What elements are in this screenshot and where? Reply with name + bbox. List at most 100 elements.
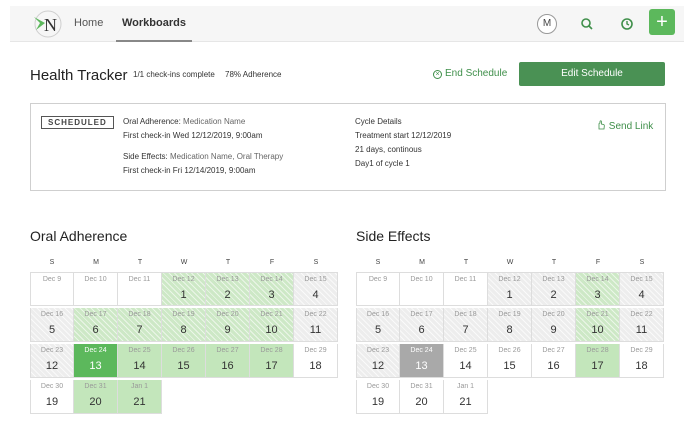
cycle-day-number: 8 [180,324,187,336]
day-date-label: Dec 17 [84,311,107,318]
day-date-label: Dec 17 [410,311,433,318]
oral-calendar-day[interactable]: Dec 24 13 [74,344,118,378]
oral-calendar-day[interactable]: Dec 26 15 [162,344,206,378]
side-calendar-day[interactable]: Dec 15 4 [620,272,664,306]
side-calendar-day[interactable]: Dec 22 11 [620,308,664,342]
cycle-day-number: 17 [265,360,278,372]
cycle-day-number: 18 [635,360,648,372]
close-circle-icon: × [433,70,442,79]
side-calendar-day[interactable]: Dec 12 1 [488,272,532,306]
send-link-label: Send Link [608,121,654,132]
add-button[interactable]: + [649,9,675,35]
side-weekday-label: F [595,259,601,266]
day-date-label: Dec 14 [586,276,609,283]
cycle-day-number: 5 [374,324,382,336]
day-date-label: Dec 24 [410,347,433,354]
day-date-label: Dec 28 [586,347,609,354]
side-calendar-day[interactable]: Dec 26 15 [488,344,532,378]
side-calendar-day[interactable]: Dec 13 2 [532,272,576,306]
oral-calendar-day[interactable]: Dec 30 19 [30,380,74,414]
cycle-day-number: 21 [459,396,472,408]
oral-calendar-day[interactable]: Dec 31 20 [74,380,118,414]
app-logo-icon[interactable]: N [32,9,62,39]
day-date-label: Dec 18 [454,311,477,318]
day-date-label: Jan 1 [456,383,475,390]
oral-calendar-day[interactable]: Dec 20 9 [206,308,250,342]
send-link[interactable]: Send Link [596,120,653,132]
cycle-day-number: 20 [89,396,102,408]
side-calendar-day[interactable]: Dec 27 16 [532,344,576,378]
side-calendar-day[interactable]: Dec 29 18 [620,344,664,378]
oral-calendar-day[interactable]: Jan 1 21 [118,380,162,414]
adherence-status: 78% Adherence [225,70,282,79]
side-calendar-day[interactable]: Dec 21 10 [576,308,620,342]
oral-calendar-day[interactable]: Dec 19 8 [162,308,206,342]
oral-calendar-day[interactable]: Dec 23 12 [30,344,74,378]
cycle-title: Cycle Details [355,117,402,126]
nav-home[interactable]: Home [74,17,104,29]
day-date-label: Dec 25 [454,347,477,354]
day-date-label: Dec 12 [172,276,195,283]
day-date-label: Dec 21 [260,311,283,318]
oral-calendar-day[interactable]: Dec 14 3 [250,272,294,306]
day-date-label: Dec 13 [542,276,565,283]
oral-weekday-label: F [269,259,275,266]
day-date-label: Dec 13 [216,276,239,283]
side-calendar-day[interactable]: Dec 16 5 [356,308,400,342]
clock-icon[interactable] [618,15,636,33]
day-date-label: Dec 23 [40,347,64,354]
side-label: Side Effects: [123,152,168,161]
cycle-day-number: 9 [224,324,231,336]
oral-calendar-day[interactable]: Dec 15 4 [294,272,338,306]
search-icon[interactable] [578,15,596,33]
cycle-day-number: 21 [133,396,146,408]
side-calendar-day[interactable]: Dec 20 9 [532,308,576,342]
oral-calendar-day[interactable]: Dec 18 7 [118,308,162,342]
day-date-label: Dec 11 [454,276,477,283]
day-date-label: Dec 21 [586,311,609,318]
end-schedule-link[interactable]: × End Schedule [433,68,507,79]
side-calendar-day[interactable]: Dec 14 3 [576,272,620,306]
side-calendar-day[interactable]: Dec 25 14 [444,344,488,378]
oral-calendar-day[interactable]: Dec 28 17 [250,344,294,378]
oral-weekday-label: S [313,259,319,266]
cycle-day-number: 15 [503,360,516,372]
avatar[interactable]: M [537,14,557,34]
edit-schedule-button[interactable]: Edit Schedule [519,62,665,86]
side-calendar-day[interactable]: Dec 24 13 [400,344,444,378]
side-calendar-day[interactable]: Dec 17 6 [400,308,444,342]
oral-calendar-day[interactable]: Dec 13 2 [206,272,250,306]
cycle-day-number: 16 [221,360,234,372]
side-calendar-day[interactable]: Dec 31 20 [400,380,444,414]
oral-calendar-day[interactable]: Dec 22 11 [294,308,338,342]
oral-calendar-day[interactable]: Dec 21 10 [250,308,294,342]
side-calendar-day[interactable]: Dec 30 19 [356,380,400,414]
side-calendar-day[interactable]: Dec 28 17 [576,344,620,378]
side-calendar-day[interactable]: Jan 1 21 [444,380,488,414]
side-calendar-day[interactable]: Dec 19 8 [488,308,532,342]
oral-calendar-day[interactable]: Dec 25 14 [118,344,162,378]
day-date-label: Dec 29 [304,347,327,354]
day-date-label: Dec 28 [260,347,283,354]
hand-pointer-icon [598,120,605,130]
day-date-label: Dec 18 [128,311,151,318]
oral-calendar-day: Dec 9 [30,272,74,306]
oral-calendar-day[interactable]: Dec 29 18 [294,344,338,378]
side-calendar-day: Dec 9 [356,272,400,306]
oral-calendar-day[interactable]: Dec 17 6 [74,308,118,342]
oral-calendar-day[interactable]: Dec 12 1 [162,272,206,306]
oral-label: Oral Adherence: [123,117,181,126]
oral-calendar-day[interactable]: Dec 16 5 [30,308,74,342]
day-date-label: Dec 10 [84,276,107,283]
day-date-label: Dec 9 [42,276,62,283]
nav-workboards[interactable]: Workboards [122,17,186,29]
cycle-day-number: 2 [224,289,231,301]
day-date-label: Dec 30 [40,383,64,390]
side-weekday-label: S [375,259,381,266]
oral-calendar-day: Dec 11 [118,272,162,306]
side-calendar-day[interactable]: Dec 23 12 [356,344,400,378]
side-calendar-day[interactable]: Dec 18 7 [444,308,488,342]
cycle-day-number: 17 [591,360,604,372]
day-date-label: Dec 12 [498,276,521,283]
oral-calendar-day[interactable]: Dec 27 16 [206,344,250,378]
